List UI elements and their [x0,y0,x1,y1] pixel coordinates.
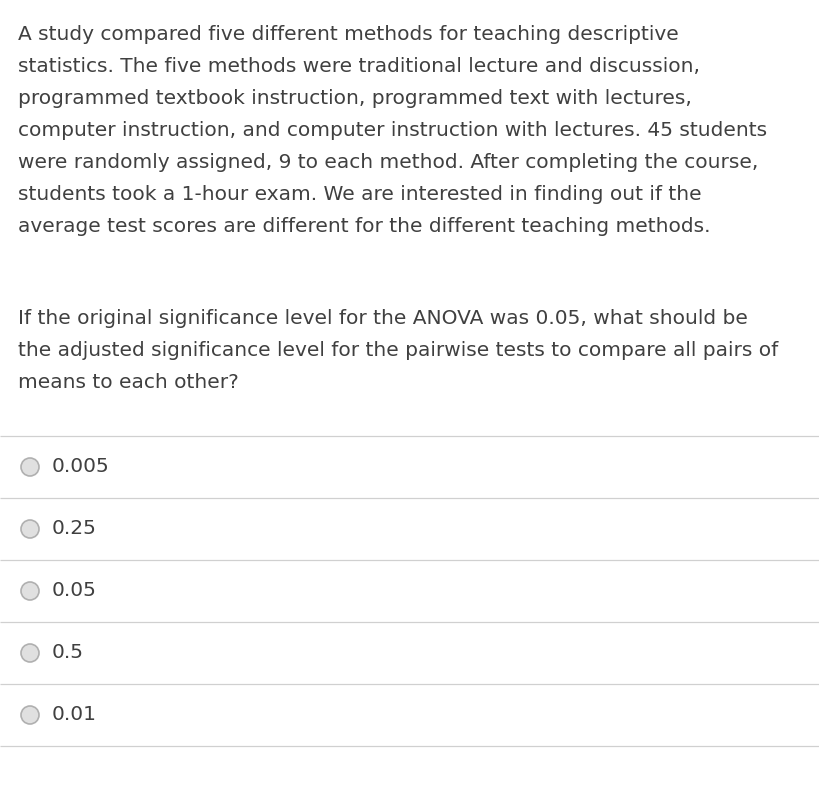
Text: 0.05: 0.05 [52,582,97,601]
Text: means to each other?: means to each other? [18,373,238,391]
Ellipse shape [21,706,39,724]
Text: students took a 1-hour exam. We are interested in finding out if the: students took a 1-hour exam. We are inte… [18,185,701,204]
Text: A study compared five different methods for teaching descriptive: A study compared five different methods … [18,24,678,43]
Text: the adjusted significance level for the pairwise tests to compare all pairs of: the adjusted significance level for the … [18,340,777,359]
Text: If the original significance level for the ANOVA was 0.05, what should be: If the original significance level for t… [18,308,747,328]
Text: average test scores are different for the different teaching methods.: average test scores are different for th… [18,216,709,236]
Text: computer instruction, and computer instruction with lectures. 45 students: computer instruction, and computer instr… [18,120,767,139]
Text: statistics. The five methods were traditional lecture and discussion,: statistics. The five methods were tradit… [18,57,699,75]
Text: 0.01: 0.01 [52,706,97,725]
Text: were randomly assigned, 9 to each method. After completing the course,: were randomly assigned, 9 to each method… [18,152,758,171]
Ellipse shape [21,644,39,662]
Ellipse shape [21,582,39,600]
Text: programmed textbook instruction, programmed text with lectures,: programmed textbook instruction, program… [18,89,691,108]
Text: 0.005: 0.005 [52,457,110,476]
Text: 0.5: 0.5 [52,644,84,663]
Ellipse shape [21,458,39,476]
Text: 0.25: 0.25 [52,520,97,538]
Ellipse shape [21,520,39,538]
